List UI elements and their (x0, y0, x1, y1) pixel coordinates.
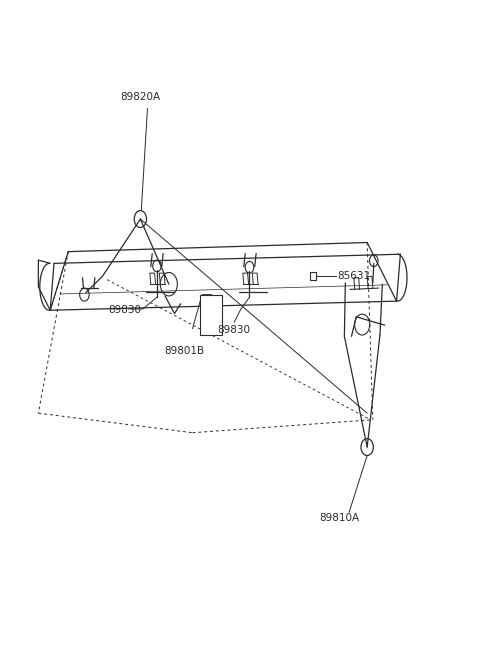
Text: 89830: 89830 (217, 325, 250, 335)
Text: 89810A: 89810A (320, 512, 360, 522)
Text: 89830: 89830 (108, 306, 141, 315)
Bar (310, 272, 316, 280)
Text: 89801B: 89801B (164, 346, 204, 356)
Bar (200, 294, 222, 335)
Text: 89820A: 89820A (120, 92, 161, 102)
Text: 85631: 85631 (338, 271, 371, 281)
